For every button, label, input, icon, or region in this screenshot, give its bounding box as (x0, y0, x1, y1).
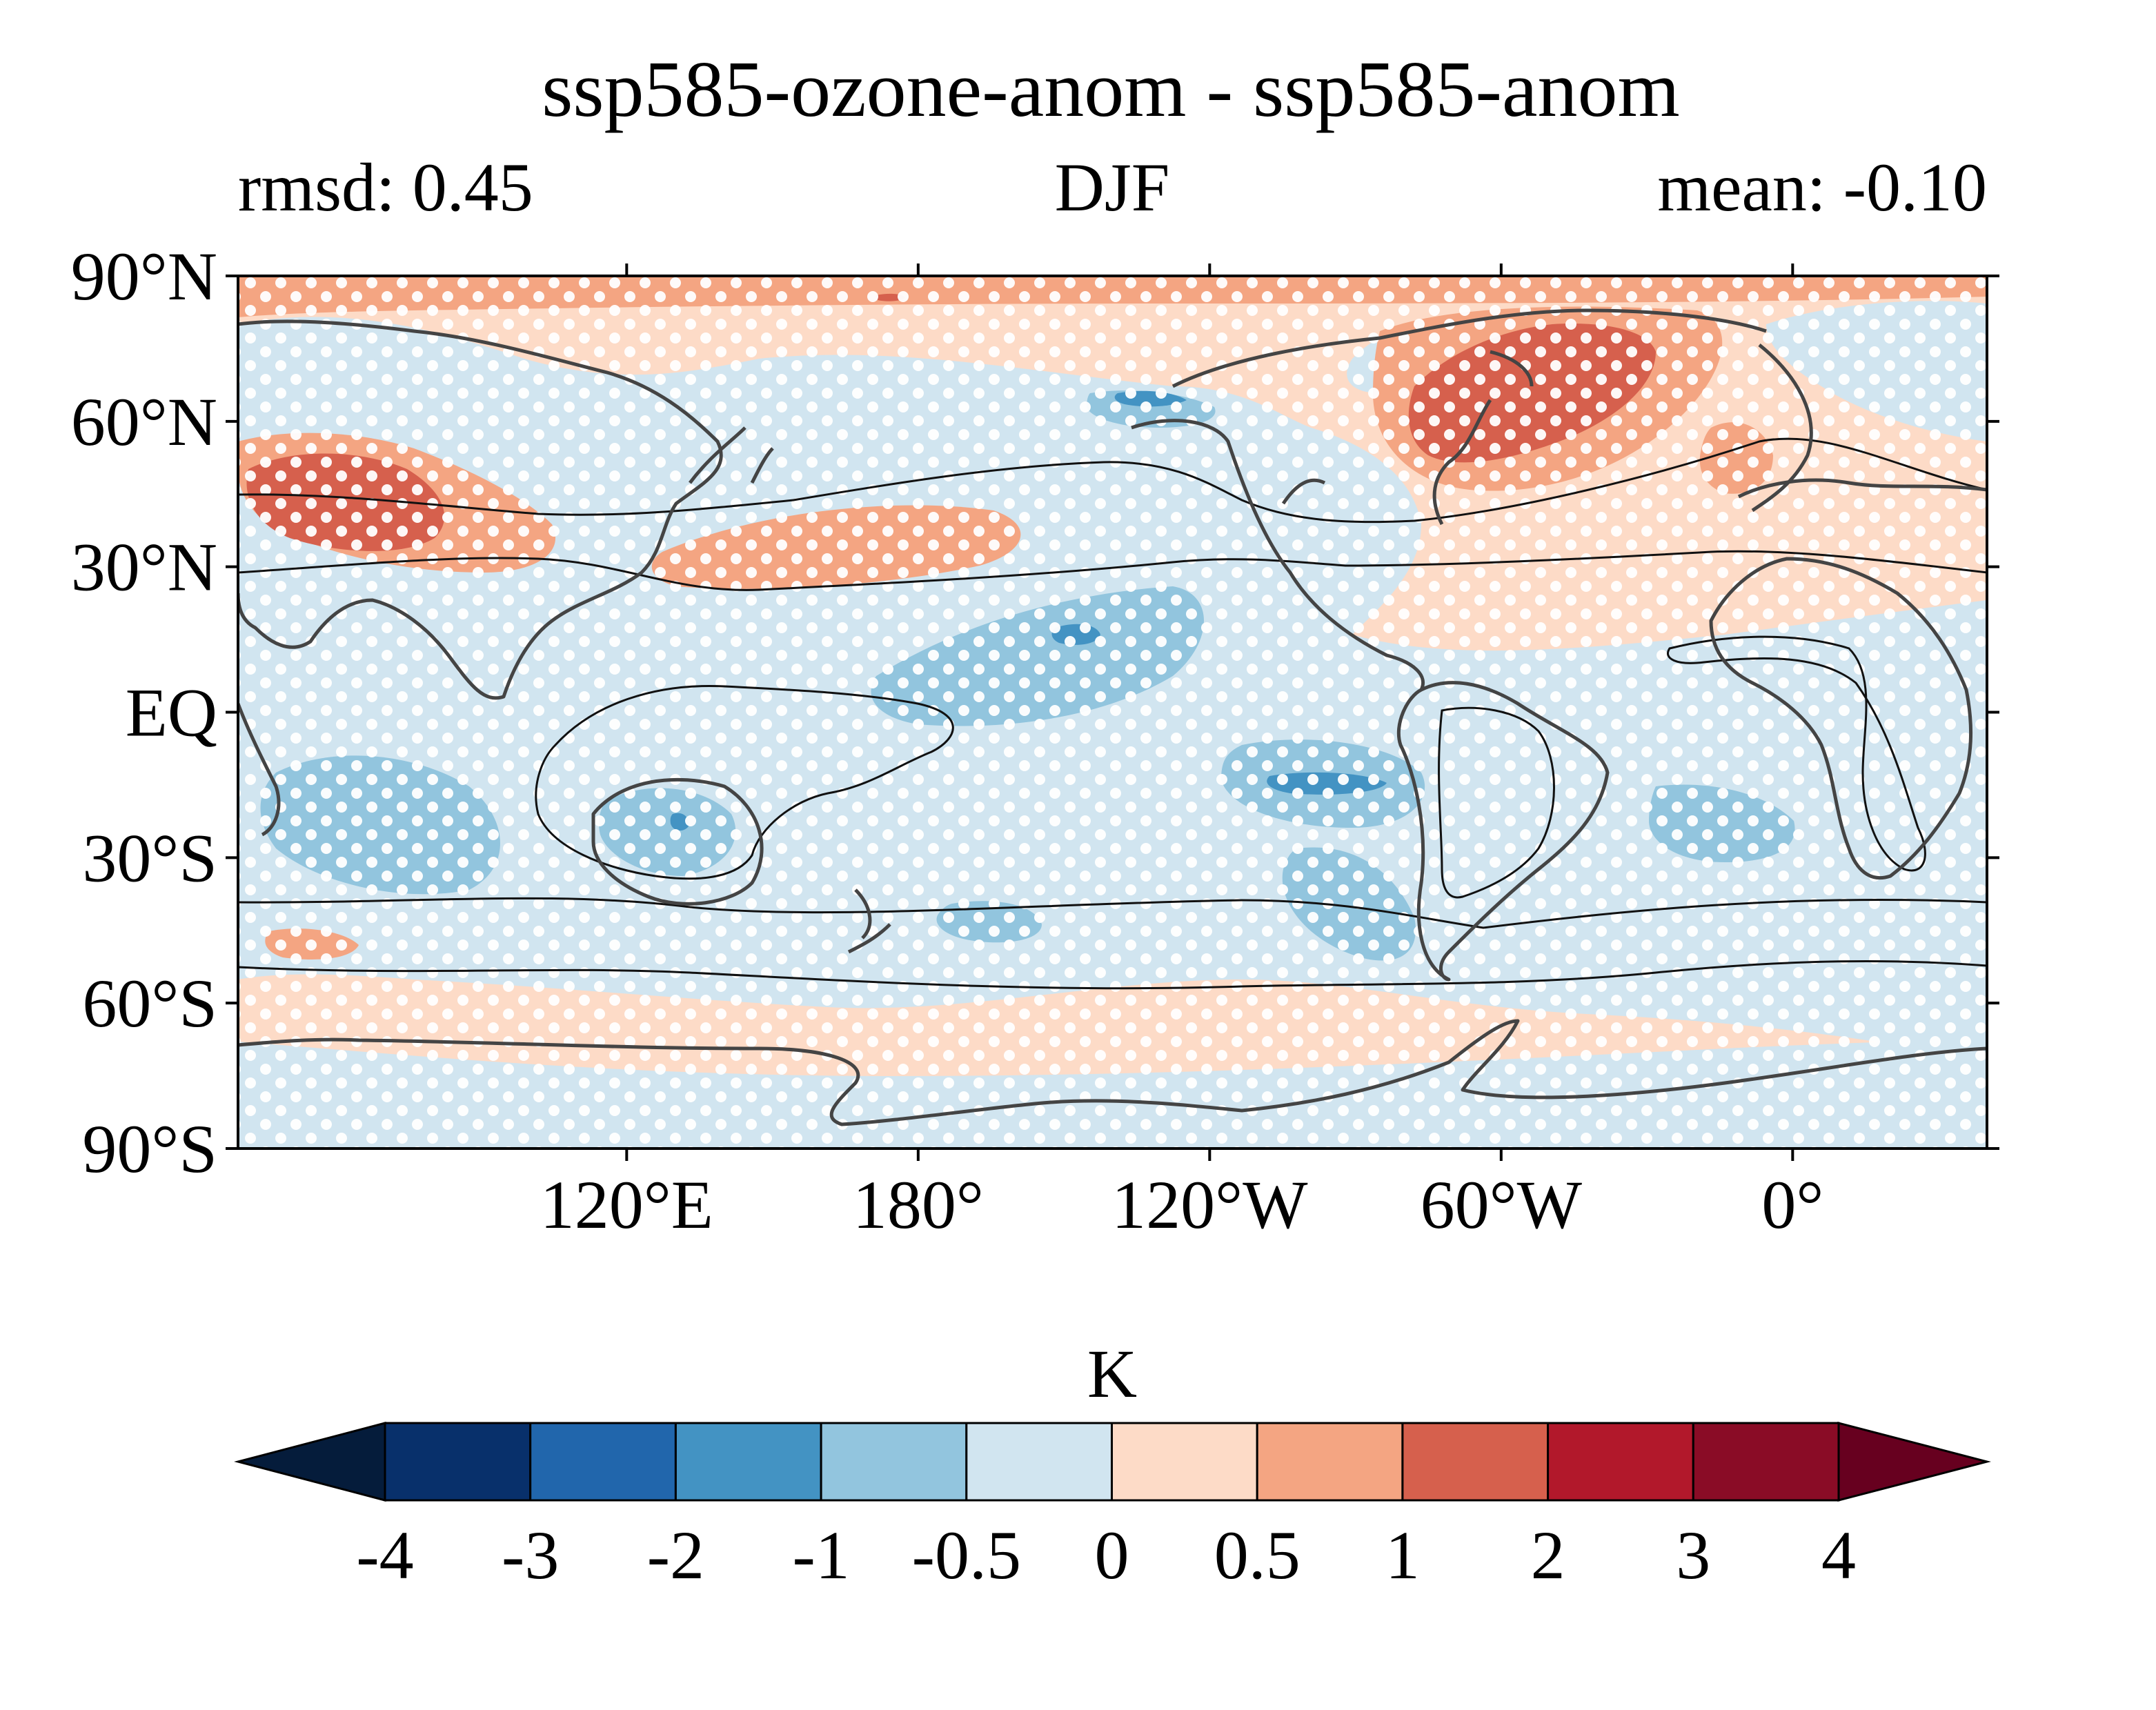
anomaly-map (238, 276, 1987, 1149)
colorbar-tick-label: 3 (1676, 1517, 1710, 1593)
lon-tick-label: 60°W (1421, 1166, 1583, 1243)
lat-tick-label: EQ (126, 675, 217, 751)
colorbar-extend-low (234, 1422, 386, 1502)
lat-tick-label: 90°N (71, 238, 217, 315)
colorbar-tick-label: -0.5 (912, 1517, 1021, 1593)
coastlines (238, 308, 1987, 1126)
figure-title: ssp585-ozone-anom - ssp585-anom (542, 46, 1680, 134)
colorbar-tick-label: -3 (502, 1517, 559, 1593)
lon-tick-label: 0° (1761, 1166, 1823, 1243)
colorbar-segment (674, 1422, 822, 1502)
colorbar-segment (1401, 1422, 1550, 1502)
lon-tick-label: 120°E (540, 1166, 713, 1243)
colorbar-segment (529, 1422, 677, 1502)
colorbar-segment (384, 1422, 532, 1502)
colorbar-tick-label: 1 (1385, 1517, 1420, 1593)
lat-tick-label: 60°S (82, 965, 217, 1042)
climatology-contours (238, 437, 1987, 990)
lon-tick-label: 120°W (1111, 1166, 1308, 1243)
lat-tick-label: 60°N (71, 384, 217, 460)
colorbar-tick-label: -1 (792, 1517, 849, 1593)
rmsd-label: rmsd: 0.45 (238, 149, 533, 226)
colorbar-tick-label: 0 (1095, 1517, 1129, 1593)
colorbar-segment (1547, 1422, 1694, 1502)
colorbar-segment (1111, 1422, 1258, 1502)
mean-label: mean: -0.10 (1657, 149, 1987, 226)
colorbar-segment (1256, 1422, 1404, 1502)
colorbar-segment (1692, 1422, 1840, 1502)
colorbar-extend-high (1837, 1422, 1991, 1502)
latitude-axis: 90°N 60°N 30°N EQ 30°S 60°S 90°S (71, 238, 1999, 1187)
colorbar-tick-label: -4 (356, 1517, 413, 1593)
lat-tick-label: 30°S (82, 819, 217, 896)
season-label: DJF (1055, 149, 1170, 226)
colorbar-segment (965, 1422, 1114, 1502)
significance-stippling (238, 276, 1987, 1149)
colorbar-unit-label: K (1087, 1335, 1137, 1412)
lat-tick-label: 90°S (82, 1111, 217, 1187)
colorbar-tick-label: 4 (1821, 1517, 1856, 1593)
colorbar-tick-label: 2 (1531, 1517, 1565, 1593)
colorbar-segment (820, 1422, 968, 1502)
colorbar: -4 -3 -2 -1 -0.5 0 0.5 1 2 3 4 (234, 1422, 1991, 1593)
colorbar-tick-label: 0.5 (1214, 1517, 1300, 1593)
longitude-axis: 120°E 180° 120°W 60°W 0° (540, 264, 1823, 1243)
lat-tick-label: 30°N (71, 529, 217, 606)
colorbar-tick-label: -2 (647, 1517, 704, 1593)
lon-tick-label: 180° (853, 1166, 984, 1243)
